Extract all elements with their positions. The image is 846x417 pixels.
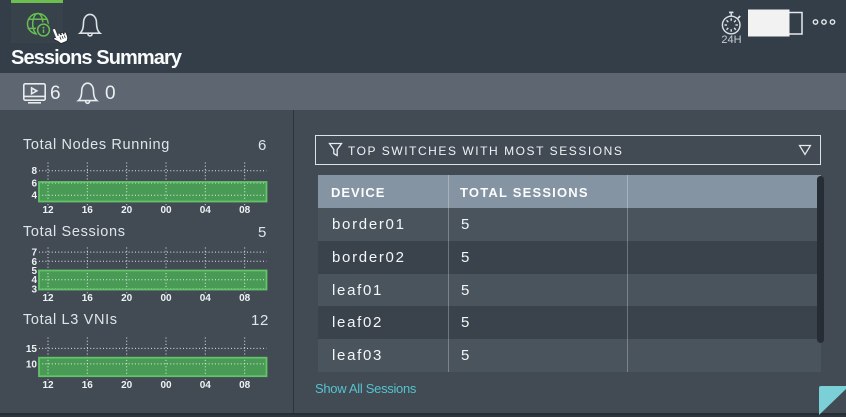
svg-text:04: 04 xyxy=(200,293,212,304)
svg-text:04: 04 xyxy=(200,380,212,391)
svg-text:08: 08 xyxy=(239,205,251,216)
svg-text:4: 4 xyxy=(31,275,37,286)
svg-text:15: 15 xyxy=(26,344,38,355)
svg-text:20: 20 xyxy=(121,293,133,304)
svg-text:3: 3 xyxy=(31,284,37,295)
svg-text:12: 12 xyxy=(42,293,54,304)
svg-text:20: 20 xyxy=(121,380,133,391)
svg-text:8: 8 xyxy=(31,166,37,177)
svg-text:16: 16 xyxy=(82,293,94,304)
svg-text:00: 00 xyxy=(160,293,172,304)
svg-text:00: 00 xyxy=(160,380,172,391)
svg-text:16: 16 xyxy=(82,380,94,391)
svg-text:7: 7 xyxy=(31,248,37,259)
svg-text:00: 00 xyxy=(160,205,172,216)
svg-text:10: 10 xyxy=(26,360,38,371)
svg-text:12: 12 xyxy=(42,380,54,391)
svg-text:5: 5 xyxy=(31,266,37,277)
svg-text:4: 4 xyxy=(31,191,37,202)
svg-text:08: 08 xyxy=(239,380,251,391)
svg-text:6: 6 xyxy=(31,257,37,268)
svg-text:6: 6 xyxy=(31,179,37,190)
svg-text:16: 16 xyxy=(82,205,94,216)
svg-text:12: 12 xyxy=(42,205,54,216)
svg-text:08: 08 xyxy=(239,293,251,304)
svg-text:20: 20 xyxy=(121,205,133,216)
svg-text:04: 04 xyxy=(200,205,212,216)
